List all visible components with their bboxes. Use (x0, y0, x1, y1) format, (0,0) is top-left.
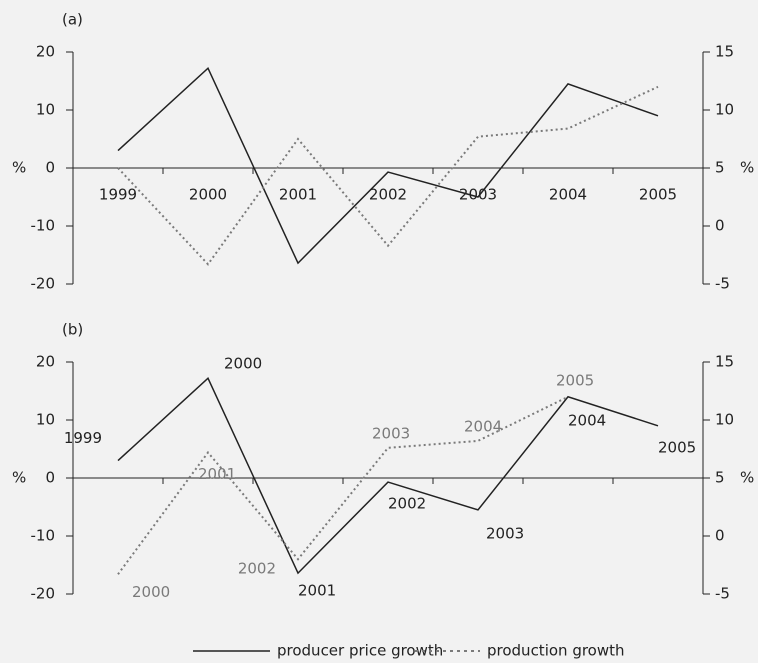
data-line (117, 395, 569, 575)
y2-tick-label: 5 (715, 159, 725, 177)
x-tick-label: 2002 (369, 186, 407, 204)
data-label: 2005 (556, 371, 594, 389)
y-tick-label: -20 (31, 585, 56, 603)
data-label: 1999 (64, 429, 102, 447)
x-tick-label: 2001 (279, 186, 317, 204)
y-tick-label: -10 (31, 527, 56, 545)
y2-tick-label: 0 (715, 217, 725, 235)
y-tick-label: -10 (31, 217, 56, 235)
y2-axis-label: % (740, 159, 754, 177)
y2-axis-label: % (740, 469, 754, 487)
y-tick-label: 0 (45, 469, 55, 487)
legend-label: producer price growth (277, 642, 443, 660)
legend-label: production growth (487, 642, 625, 660)
panel-title: (a) (62, 11, 83, 29)
y-tick-label: 10 (36, 411, 55, 429)
y2-tick-label: -5 (715, 275, 730, 293)
data-label: 2003 (486, 524, 524, 542)
y-tick-label: 0 (45, 159, 55, 177)
x-tick-label: 2000 (189, 186, 227, 204)
data-label: 2002 (238, 560, 276, 578)
data-label: 2004 (568, 411, 606, 429)
data-label: 2005 (658, 438, 696, 456)
data-line (117, 66, 659, 265)
data-label: 2001 (198, 465, 236, 483)
y-tick-label: 20 (36, 43, 55, 61)
data-label: 2000 (224, 355, 262, 373)
data-line (117, 85, 659, 266)
y2-tick-label: 0 (715, 527, 725, 545)
y-tick-label: -20 (31, 275, 56, 293)
x-tick-label: 2005 (639, 186, 677, 204)
data-label: 2004 (464, 417, 502, 435)
data-label: 2003 (372, 424, 410, 442)
data-label: 2001 (298, 582, 336, 600)
y2-tick-label: 15 (715, 43, 734, 61)
panel-title: (b) (62, 321, 83, 339)
data-label: 2002 (388, 495, 426, 513)
y2-tick-label: 10 (715, 411, 734, 429)
y2-tick-label: -5 (715, 585, 730, 603)
x-tick-label: 2003 (459, 186, 497, 204)
x-tick-label: 2004 (549, 186, 587, 204)
y-tick-label: 10 (36, 101, 55, 119)
y-tick-label: 20 (36, 353, 55, 371)
y2-tick-label: 10 (715, 101, 734, 119)
y2-tick-label: 15 (715, 353, 734, 371)
y-axis-label: % (12, 469, 26, 487)
y2-tick-label: 5 (715, 469, 725, 487)
data-line (117, 376, 659, 575)
y-axis-label: % (12, 159, 26, 177)
x-tick-label: 1999 (99, 186, 137, 204)
data-label: 2000 (132, 583, 170, 601)
